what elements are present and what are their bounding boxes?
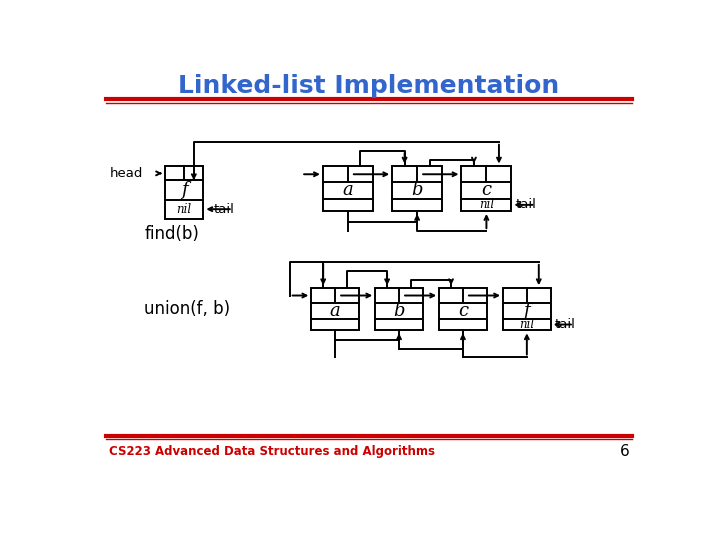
Bar — [375, 288, 423, 330]
Text: c: c — [458, 302, 468, 320]
Bar — [392, 166, 442, 211]
Bar — [462, 166, 511, 211]
Text: find(b): find(b) — [144, 225, 199, 243]
Bar — [165, 180, 204, 219]
Text: nil: nil — [479, 198, 494, 211]
Text: b: b — [393, 302, 405, 320]
Text: tail: tail — [516, 198, 537, 211]
Text: tail: tail — [554, 318, 575, 331]
Bar — [323, 166, 373, 211]
Bar — [503, 288, 551, 330]
Text: 6: 6 — [619, 444, 629, 459]
Text: nil: nil — [519, 318, 534, 331]
Text: a: a — [330, 302, 341, 320]
Text: f: f — [181, 181, 187, 199]
Text: union(f, b): union(f, b) — [144, 300, 230, 318]
Text: f: f — [523, 302, 530, 320]
Text: CS223 Advanced Data Structures and Algorithms: CS223 Advanced Data Structures and Algor… — [109, 445, 435, 458]
Text: nil: nil — [176, 202, 192, 215]
Bar — [311, 288, 359, 330]
Text: b: b — [411, 181, 423, 199]
Text: tail: tail — [213, 202, 234, 215]
Bar — [439, 288, 487, 330]
Text: head: head — [110, 167, 143, 180]
Text: c: c — [482, 181, 492, 199]
Text: Linked-list Implementation: Linked-list Implementation — [179, 73, 559, 98]
Bar — [165, 166, 204, 180]
Text: a: a — [343, 181, 354, 199]
